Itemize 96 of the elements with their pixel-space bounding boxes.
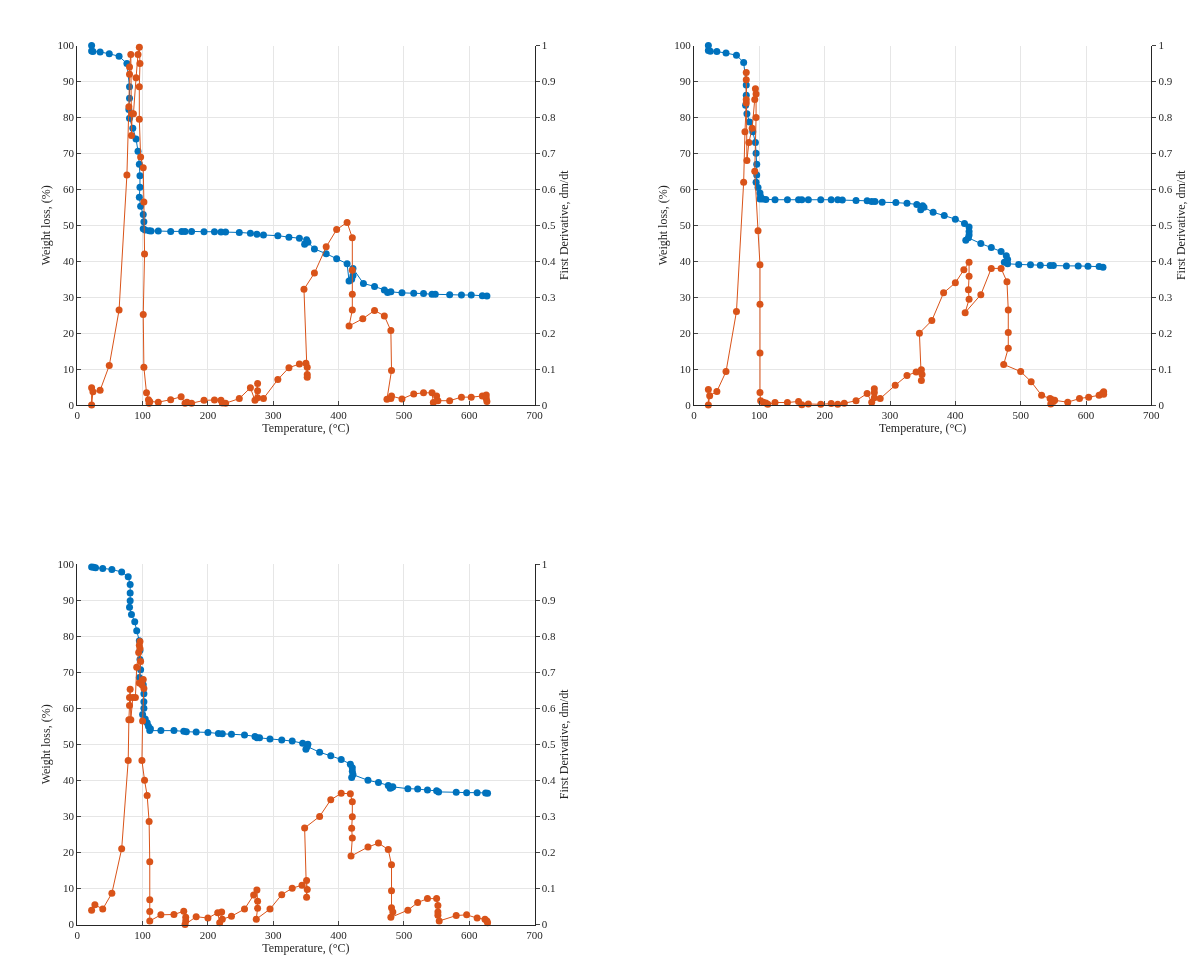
x-tick-label: 100 (134, 409, 152, 422)
x-tick-label: 200 (816, 409, 834, 422)
x-tick-label: 500 (395, 928, 413, 941)
y-tick-label: 90 (63, 75, 75, 88)
y2-tick-label: 0.7 (541, 147, 557, 160)
y-axis-title: Weight loss, (%) (655, 185, 670, 266)
y2-tick-label: 0.3 (541, 810, 557, 823)
y-tick-label: 80 (679, 111, 692, 124)
y2-tick-label: 0.3 (1158, 291, 1173, 304)
y2-tick-label: 0.7 (1158, 147, 1173, 160)
y2-tick-label: 0.8 (1158, 111, 1173, 124)
y-axis-title: Weight loss, (%) (38, 185, 53, 266)
y-tick-label: 60 (63, 702, 75, 715)
x-axis-title: Temperature, (°C) (879, 421, 967, 436)
y2-tick-label: 0.5 (541, 738, 557, 751)
x-tick-label: 100 (134, 928, 152, 941)
y2-axis-title: First Derivative, dm/dt (1173, 169, 1188, 281)
y2-tick-label: 0.1 (541, 362, 556, 375)
y2-tick-label: 0.3 (541, 291, 557, 304)
y-tick-label: 50 (63, 219, 75, 232)
y2-tick-label: 0.2 (541, 326, 556, 339)
y-tick-label: 10 (63, 362, 75, 375)
x-tick-label: 300 (265, 928, 283, 941)
y2-tick-label: 0.6 (1158, 183, 1173, 196)
y2-tick-label: 0.1 (541, 882, 556, 895)
y-tick-label: 0 (68, 398, 75, 411)
y-tick-label: 30 (63, 810, 75, 823)
y-tick-label: 90 (679, 75, 692, 88)
y-tick-label: 0 (68, 918, 75, 931)
y-tick-label: 20 (63, 326, 75, 339)
y2-tick-label: 0.8 (541, 111, 557, 124)
x-tick-label: 400 (330, 928, 348, 941)
y2-tick-label: 1 (1158, 39, 1165, 52)
x-tick-label: 600 (461, 409, 479, 422)
y-tick-label: 100 (57, 557, 75, 570)
y2-tick-label: 1 (541, 39, 548, 52)
y-tick-label: 100 (674, 39, 692, 52)
y-tick-label: 30 (63, 291, 75, 304)
x-tick-label: 700 (526, 928, 544, 941)
x-tick-label: 200 (199, 409, 217, 422)
y2-tick-label: 0.2 (1158, 326, 1173, 339)
y-tick-label: 90 (63, 593, 75, 606)
y2-tick-label: 0.9 (1158, 75, 1173, 88)
y-tick-label: 70 (679, 147, 692, 160)
y-tick-label: 40 (63, 774, 75, 787)
x-tick-label: 700 (1143, 409, 1161, 422)
x-tick-label: 500 (1012, 409, 1030, 422)
y-tick-label: 80 (63, 111, 75, 124)
y-tick-label: 10 (679, 362, 692, 375)
y-tick-label: 0 (685, 398, 692, 411)
y-tick-label: 50 (679, 219, 692, 232)
y2-tick-label: 0.6 (541, 702, 557, 715)
y-axis-title: Weight loss, (%) (38, 704, 53, 785)
y-tick-label: 70 (63, 147, 75, 160)
x-tick-label: 600 (1077, 409, 1095, 422)
y-tick-label: 30 (679, 291, 692, 304)
x-tick-label: 400 (330, 409, 348, 422)
y2-tick-label: 0.6 (541, 183, 557, 196)
y2-tick-label: 0.5 (541, 219, 557, 232)
y2-tick-label: 0.9 (541, 75, 557, 88)
y2-tick-label: 0 (541, 398, 548, 411)
x-tick-label: 200 (199, 928, 217, 941)
y-tick-label: 20 (679, 326, 692, 339)
y-tick-label: 70 (63, 666, 75, 679)
x-tick-label: 500 (395, 409, 413, 422)
y2-tick-label: 0.7 (541, 666, 557, 679)
y2-tick-label: 0.5 (1158, 219, 1173, 232)
y2-tick-label: 0.8 (541, 630, 557, 643)
x-tick-label: 700 (526, 409, 544, 422)
y2-axis-title: First Derivative, dm/dt (556, 169, 571, 281)
x-tick-label: 400 (947, 409, 965, 422)
x-tick-label: 100 (751, 409, 769, 422)
y-tick-label: 80 (63, 630, 75, 643)
y-tick-label: 60 (679, 183, 692, 196)
y-tick-label: 20 (63, 846, 75, 859)
x-tick-label: 600 (461, 928, 479, 941)
y2-tick-label: 0.4 (541, 255, 557, 268)
y-tick-label: 10 (63, 882, 75, 895)
x-axis-title: Temperature, (°C) (262, 421, 350, 436)
y2-tick-label: 0 (541, 918, 548, 931)
y2-tick-label: 0.4 (1158, 255, 1173, 268)
x-tick-label: 300 (265, 409, 283, 422)
y-tick-label: 40 (63, 255, 75, 268)
y-tick-label: 100 (57, 39, 75, 52)
y2-tick-label: 0.2 (541, 846, 556, 859)
y-tick-label: 50 (63, 738, 75, 751)
x-axis-title: Temperature, (°C) (262, 940, 350, 955)
y2-tick-label: 0.1 (1158, 362, 1173, 375)
y2-axis-title: First Derivative, dm/dt (556, 688, 571, 800)
y-tick-label: 60 (63, 183, 75, 196)
y2-tick-label: 1 (541, 557, 548, 570)
y2-tick-label: 0.9 (541, 593, 557, 606)
y2-tick-label: 0.4 (541, 774, 557, 787)
y-tick-label: 40 (679, 255, 692, 268)
y2-tick-label: 0 (1158, 398, 1165, 411)
x-tick-label: 300 (881, 409, 899, 422)
